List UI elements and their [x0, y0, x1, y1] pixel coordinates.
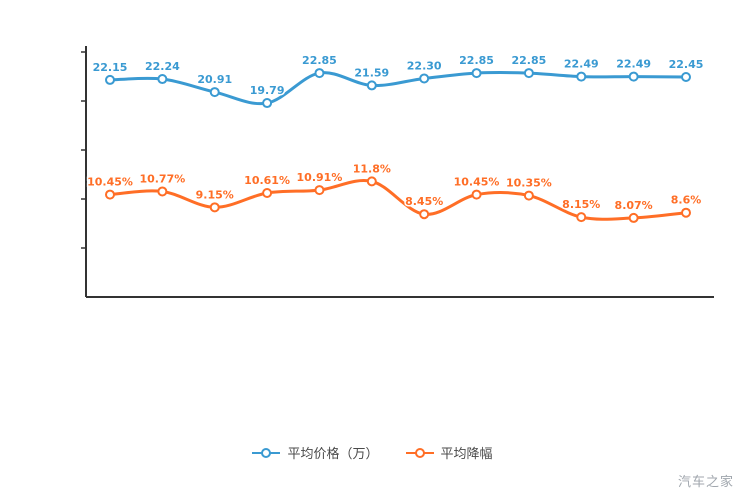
svg-text:10.45%: 10.45%	[87, 176, 133, 189]
watermark-autohome: 汽车之家	[677, 475, 734, 490]
svg-text:10.77%: 10.77%	[139, 172, 185, 185]
svg-text:22.30: 22.30	[407, 59, 442, 72]
legend-label-average-discount: 平均降幅	[440, 447, 493, 462]
orange-line-marker-icon	[405, 447, 434, 458]
svg-text:22.15: 22.15	[93, 61, 128, 74]
blue-line-marker-icon	[252, 447, 281, 458]
svg-text:19.79: 19.79	[250, 84, 285, 97]
svg-text:22.85: 22.85	[459, 54, 494, 67]
chart-legend: 平均价格（万） 平均降幅	[0, 443, 744, 462]
svg-text:22.85: 22.85	[512, 54, 547, 67]
svg-text:21.59: 21.59	[354, 66, 389, 79]
svg-text:22.49: 22.49	[616, 58, 651, 71]
svg-text:8.07%: 8.07%	[615, 199, 653, 212]
svg-text:20.91: 20.91	[197, 73, 232, 86]
legend-label-average-price: 平均价格（万）	[287, 447, 379, 462]
svg-text:22.45: 22.45	[669, 58, 704, 71]
svg-text:8.6%: 8.6%	[671, 194, 702, 207]
svg-text:8.15%: 8.15%	[562, 198, 600, 211]
svg-text:8.45%: 8.45%	[405, 195, 443, 208]
svg-text:10.61%: 10.61%	[244, 174, 290, 187]
svg-text:22.85: 22.85	[302, 54, 337, 67]
svg-text:22.49: 22.49	[564, 58, 599, 71]
svg-text:9.15%: 9.15%	[196, 188, 234, 201]
svg-text:11.8%: 11.8%	[353, 162, 391, 175]
svg-text:10.91%: 10.91%	[297, 171, 343, 184]
legend-item-average-discount[interactable]: 平均降幅	[405, 443, 493, 462]
svg-text:10.35%: 10.35%	[506, 177, 552, 190]
legend-item-average-price[interactable]: 平均价格（万）	[251, 443, 379, 462]
svg-text:10.45%: 10.45%	[454, 176, 500, 189]
svg-text:22.24: 22.24	[145, 60, 180, 73]
